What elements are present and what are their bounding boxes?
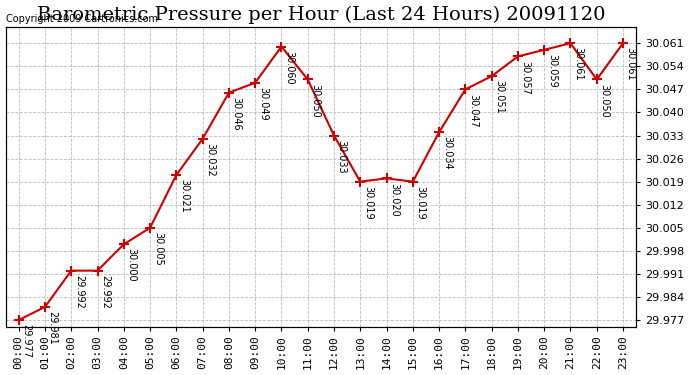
Text: 30.050: 30.050: [600, 84, 609, 117]
Text: 30.060: 30.060: [284, 51, 294, 84]
Text: 30.057: 30.057: [521, 61, 531, 94]
Text: 30.034: 30.034: [442, 136, 452, 170]
Text: 29.981: 29.981: [48, 311, 58, 345]
Text: 29.992: 29.992: [100, 275, 110, 309]
Text: 30.005: 30.005: [153, 232, 163, 266]
Text: 30.049: 30.049: [258, 87, 268, 121]
Text: 30.019: 30.019: [363, 186, 373, 219]
Text: 30.033: 30.033: [337, 140, 347, 173]
Text: 30.059: 30.059: [547, 54, 557, 88]
Text: 30.021: 30.021: [179, 179, 189, 213]
Text: Copyright 2009 Cartronics.com: Copyright 2009 Cartronics.com: [6, 14, 157, 24]
Text: 29.992: 29.992: [74, 275, 84, 309]
Text: 30.019: 30.019: [415, 186, 426, 219]
Text: 30.047: 30.047: [468, 93, 478, 127]
Text: 30.032: 30.032: [206, 143, 215, 177]
Text: 30.051: 30.051: [495, 80, 504, 114]
Text: 30.000: 30.000: [126, 249, 137, 282]
Text: 29.977: 29.977: [21, 324, 32, 358]
Text: 30.020: 30.020: [389, 183, 400, 216]
Text: 30.050: 30.050: [310, 84, 320, 117]
Text: 30.061: 30.061: [573, 47, 583, 81]
Title: Barometric Pressure per Hour (Last 24 Hours) 20091120: Barometric Pressure per Hour (Last 24 Ho…: [37, 6, 605, 24]
Text: 30.046: 30.046: [232, 97, 241, 130]
Text: 30.061: 30.061: [626, 47, 635, 81]
